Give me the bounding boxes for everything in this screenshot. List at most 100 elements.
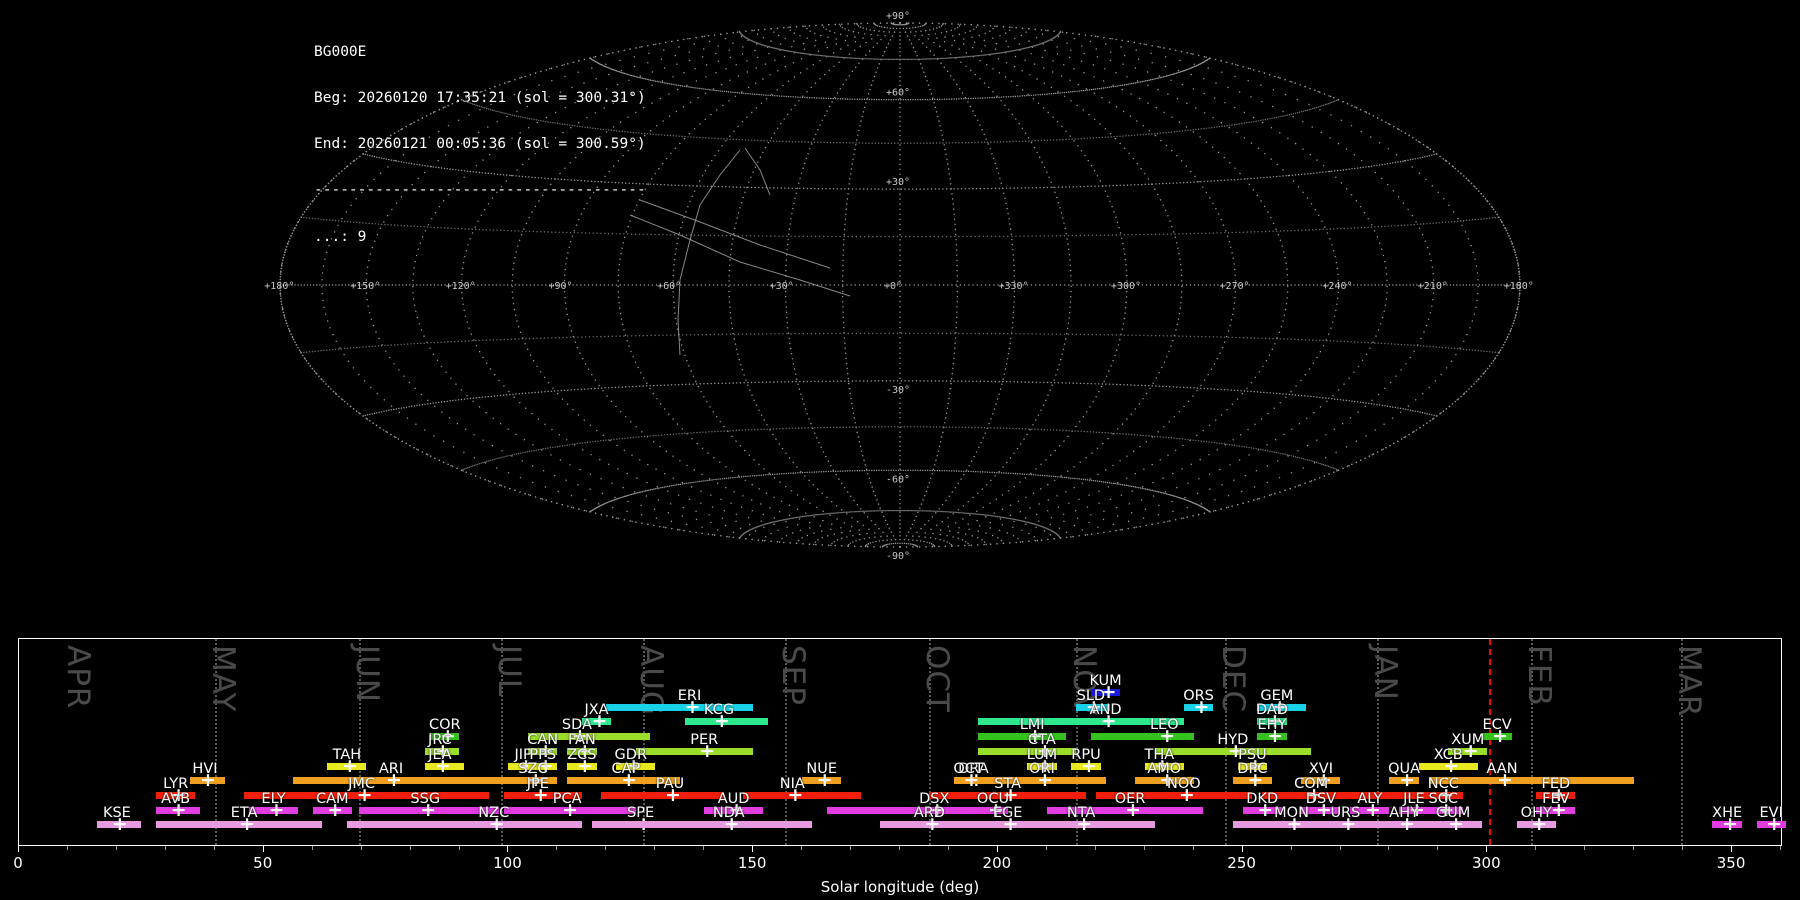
shower-activity-bar[interactable]: [1144, 762, 1184, 770]
shower-activity-bar[interactable]: [425, 747, 460, 755]
shower-activity-bar[interactable]: [635, 747, 754, 755]
shower-activity-bar[interactable]: [1090, 689, 1121, 696]
shower-activity-bar[interactable]: [978, 806, 1008, 814]
shower-activity-bar[interactable]: [948, 821, 1057, 829]
shower-code-label: DPC: [1237, 761, 1268, 778]
shower-activity-bar[interactable]: [1022, 821, 1155, 829]
shower-activity-bar[interactable]: [581, 718, 612, 726]
shower-activity-bar[interactable]: [826, 806, 998, 814]
shower-activity-bar[interactable]: [293, 777, 499, 785]
shower-activity-bar[interactable]: [425, 762, 465, 770]
shower-activity-bar[interactable]: [1712, 821, 1742, 829]
shower-activity-bar[interactable]: [1756, 821, 1786, 829]
shower-activity-bar[interactable]: [503, 791, 582, 799]
shower-activity-bar[interactable]: [684, 718, 768, 726]
shower-activity-bar[interactable]: [992, 777, 1106, 785]
axis-minor-tick: [654, 846, 656, 850]
shower-activity-bar[interactable]: [1071, 762, 1101, 770]
shower-activity-bar[interactable]: [1399, 806, 1434, 814]
shower-activity-bar[interactable]: [1257, 733, 1287, 741]
shower-activity-bar[interactable]: [1536, 791, 1576, 799]
shower-activity-bar[interactable]: [1482, 733, 1512, 741]
shower-activity-bar[interactable]: [802, 777, 842, 785]
shower-activity-bar[interactable]: [1237, 762, 1268, 770]
shower-activity-bar[interactable]: [359, 806, 499, 814]
shower-activity-bar[interactable]: [1418, 762, 1478, 770]
shower-activity-bar[interactable]: [1183, 703, 1214, 711]
shower-peak-marker: +: [1364, 798, 1381, 821]
shower-peak-marker: +: [537, 754, 554, 777]
shower-activity-bar[interactable]: [156, 821, 323, 829]
shower-activity-bar[interactable]: [1242, 806, 1282, 814]
shower-activity-bar[interactable]: [190, 777, 225, 785]
shower-activity-bar[interactable]: [704, 806, 763, 814]
shower-activity-bar[interactable]: [249, 806, 298, 814]
shower-activity-bar[interactable]: [244, 791, 489, 799]
shower-activity-bar[interactable]: [1076, 703, 1111, 711]
shower-activity-bar[interactable]: [1232, 777, 1272, 785]
shower-activity-bar[interactable]: [606, 703, 754, 711]
shower-activity-bar[interactable]: [1423, 791, 1463, 799]
shower-activity-bar[interactable]: [953, 777, 984, 785]
shower-activity-bar[interactable]: [508, 762, 538, 770]
month-label-sep: SEP: [774, 645, 811, 706]
shower-activity-bar[interactable]: [312, 806, 352, 814]
shower-activity-bar[interactable]: [1095, 791, 1253, 799]
shower-peak-marker: +: [1286, 813, 1303, 836]
shower-activity-bar[interactable]: [1428, 777, 1635, 785]
shower-activity-bar[interactable]: [625, 821, 812, 829]
shower-activity-bar[interactable]: [1090, 733, 1194, 741]
shower-activity-bar[interactable]: [1046, 806, 1204, 814]
shower-activity-bar[interactable]: [346, 821, 582, 829]
shower-activity-bar[interactable]: [1301, 777, 1341, 785]
shower-activity-bar[interactable]: [616, 762, 656, 770]
shower-activity-bar[interactable]: [1389, 777, 1419, 785]
shower-activity-bar[interactable]: [1448, 747, 1488, 755]
shower-code-label: COM: [1294, 775, 1329, 792]
shower-activity-bar[interactable]: [528, 733, 651, 741]
shower-activity-bar[interactable]: [1423, 821, 1483, 829]
shower-activity-bar[interactable]: [567, 777, 680, 785]
shower-activity-bar[interactable]: [1027, 762, 1057, 770]
shower-activity-bar[interactable]: [156, 806, 201, 814]
shower-activity-bar[interactable]: [929, 791, 1086, 799]
shower-code-label: AUD: [717, 790, 750, 807]
shower-activity-bar[interactable]: [1154, 747, 1312, 755]
shower-activity-bar[interactable]: [1257, 718, 1287, 726]
shower-code-label: DSX: [919, 790, 950, 807]
shower-code-label: ELY: [261, 790, 286, 807]
shower-activity-bar[interactable]: [743, 791, 861, 799]
shower-activity-bar[interactable]: [1536, 806, 1576, 814]
shower-activity-bar[interactable]: [1516, 821, 1556, 829]
shower-activity-bar[interactable]: [978, 733, 1067, 741]
shower-activity-bar[interactable]: [567, 762, 597, 770]
shower-activity-bar[interactable]: [430, 733, 460, 741]
shower-activity-bar[interactable]: [503, 806, 636, 814]
shower-activity-bar[interactable]: [1262, 791, 1429, 799]
shower-activity-bar[interactable]: [498, 777, 558, 785]
shower-activity-bar[interactable]: [1350, 806, 1390, 814]
shower-activity-bar[interactable]: [1301, 806, 1341, 814]
shower-activity-bar[interactable]: [1320, 821, 1380, 829]
shower-activity-bar[interactable]: [156, 791, 196, 799]
shower-activity-bar[interactable]: [567, 747, 597, 755]
shower-activity-bar[interactable]: [327, 762, 367, 770]
shower-activity-bar[interactable]: [880, 821, 959, 829]
shower-peak-marker: +: [1497, 769, 1513, 792]
axis-tick-label: 150: [737, 854, 767, 872]
shower-code-label: SPE: [627, 805, 655, 822]
sky-longitude-label: +180°: [1504, 281, 1534, 292]
shower-activity-bar[interactable]: [1257, 703, 1307, 711]
shower-activity-bar[interactable]: [1379, 821, 1429, 829]
shower-activity-bar[interactable]: [528, 762, 558, 770]
shower-activity-bar[interactable]: [978, 718, 1184, 726]
shower-activity-bar[interactable]: [601, 791, 724, 799]
shower-activity-bar[interactable]: [97, 821, 142, 829]
shower-activity-bar[interactable]: [1232, 821, 1331, 829]
shower-peak-marker: +: [1448, 813, 1464, 836]
shower-activity-bar[interactable]: [1134, 777, 1194, 785]
shower-activity-bar[interactable]: [1423, 806, 1463, 814]
shower-peak-marker: +: [1227, 739, 1244, 762]
shower-activity-bar[interactable]: [978, 747, 1077, 755]
shower-activity-bar[interactable]: [528, 747, 558, 755]
